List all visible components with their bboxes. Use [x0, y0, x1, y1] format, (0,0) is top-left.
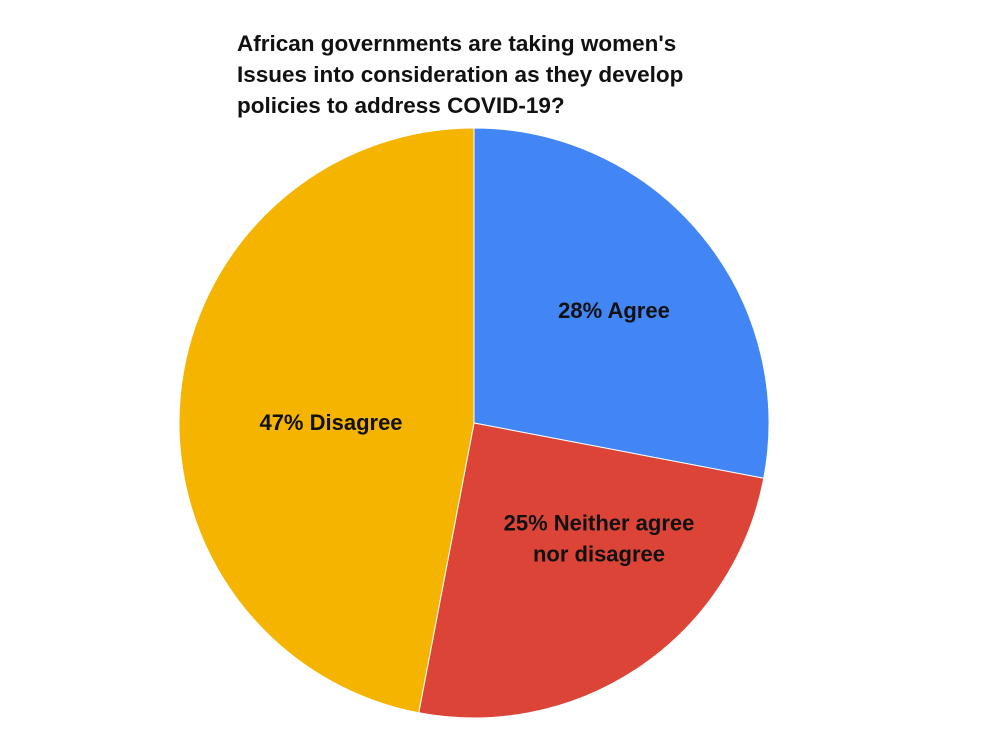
slice-label-line: 47% Disagree: [259, 410, 402, 435]
pie-slice-neither-agree-nor-disagree: [418, 422, 765, 719]
chart-title: African governments are taking women's I…: [237, 31, 684, 118]
slice-label-line: nor disagree: [533, 542, 665, 567]
pie-labels: 28% Agree 25% Neither agree nor disagree 47…: [259, 298, 694, 567]
slice-label-disagree: 47% Disagree: [259, 410, 402, 435]
slice-label-line: 25% Neither agree: [504, 511, 695, 536]
pie-slice-disagree: [178, 127, 475, 714]
pie-slices: [178, 127, 770, 719]
slice-label-line: 28% Agree: [558, 298, 670, 323]
slice-label-neither-agree-nor-disagree: 25% Neither agree nor disagree: [504, 511, 695, 567]
pie-slice-agree: [473, 127, 770, 479]
slice-label-agree: 28% Agree: [558, 298, 670, 323]
